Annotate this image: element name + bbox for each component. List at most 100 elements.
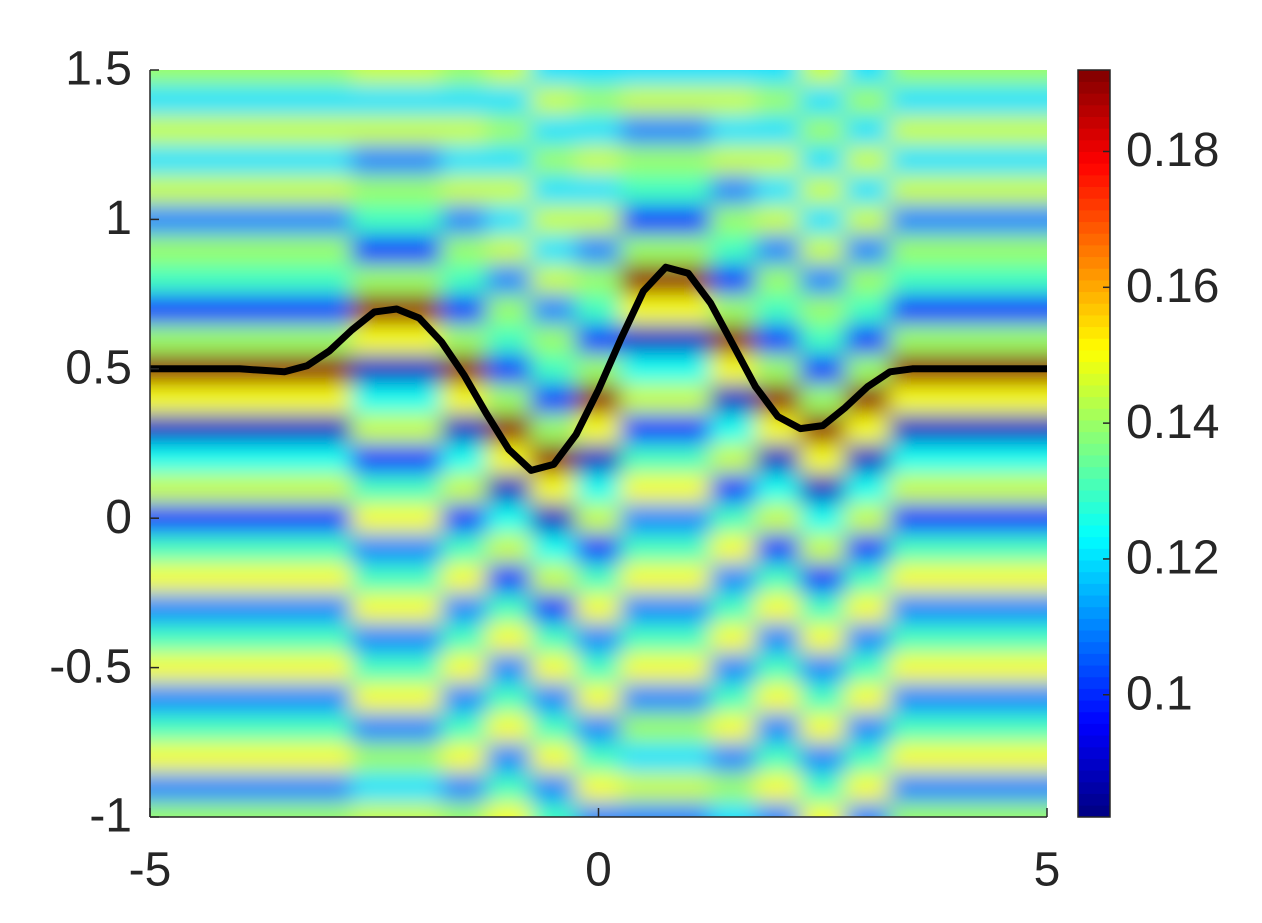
heat-cell — [261, 323, 308, 355]
colorbar-swatch — [1078, 128, 1110, 141]
heat-cell — [351, 562, 398, 594]
y-tick-label: 0 — [105, 491, 132, 544]
heat-cell — [530, 174, 577, 205]
heat-cell — [216, 144, 263, 176]
heat-cell — [441, 652, 487, 684]
heat-cell — [306, 682, 353, 713]
heat-cell — [216, 592, 263, 624]
heat-cell — [216, 203, 263, 235]
heat-cell — [261, 293, 308, 325]
heat-cell — [934, 443, 981, 474]
heat-cell — [979, 622, 1026, 654]
colorbar-swatch — [1078, 396, 1110, 409]
curve — [150, 263, 1047, 474]
colorbar-swatch — [1078, 466, 1110, 479]
heat-cell — [150, 144, 173, 176]
heat-cell — [1024, 562, 1047, 594]
heat-cell — [665, 771, 712, 803]
heat-cell — [261, 174, 308, 205]
heat-cell — [485, 801, 532, 817]
heat-cell — [979, 144, 1026, 176]
colorbar-swatch — [1078, 93, 1110, 106]
heat-cell — [754, 562, 801, 594]
heat-cell — [171, 233, 218, 265]
heat-cell — [754, 592, 801, 624]
heat-cell — [575, 682, 622, 713]
heat-cell — [351, 801, 398, 817]
heat-cell — [979, 114, 1026, 146]
heat-cell — [306, 652, 353, 684]
heat-cell — [575, 114, 622, 146]
heat-cell — [889, 562, 936, 594]
heat-cell — [485, 114, 532, 146]
heat-cell — [530, 741, 577, 773]
axes: -5 0 5 -1 -0.5 0 0.5 1 1.5 0.1 0.12 0.14 0.16 0.18 — [49, 43, 1219, 897]
heat-cell — [934, 682, 981, 713]
heat-cell — [934, 144, 981, 176]
heat-cell — [665, 682, 712, 713]
overlay — [150, 263, 1047, 474]
heat-cell — [216, 413, 263, 444]
heat-cell — [979, 323, 1026, 355]
heat-cell — [799, 592, 846, 624]
heat-cell — [934, 293, 981, 325]
heat-cell — [844, 472, 891, 504]
heat-cell — [306, 502, 353, 534]
heat-cell — [889, 472, 936, 504]
heat-cell — [575, 263, 622, 295]
heat-cell — [306, 84, 353, 116]
heat-cell — [844, 592, 891, 624]
heat-cell — [979, 413, 1026, 444]
heat-cell — [799, 622, 846, 654]
heat-cell — [1024, 174, 1047, 205]
heat-cell — [799, 174, 846, 205]
heat-cell — [171, 323, 218, 355]
heat-cell — [620, 562, 667, 594]
heat-cell — [485, 70, 532, 86]
heat-cell — [530, 801, 577, 817]
heat-cell — [979, 801, 1026, 817]
heat-cell — [889, 711, 936, 743]
heat-cell — [150, 263, 173, 295]
heat-cell — [934, 70, 981, 86]
colorbar-swatch — [1078, 770, 1110, 783]
heat-cell — [620, 771, 667, 803]
heat-cell — [799, 144, 846, 176]
heat-cell — [150, 383, 173, 415]
colorbar-swatch — [1078, 279, 1110, 293]
colorbar-swatch — [1078, 373, 1110, 386]
heat-cell — [441, 70, 487, 86]
heat-cell — [889, 741, 936, 773]
heat-cell — [1024, 801, 1047, 817]
heat-cell — [396, 801, 443, 817]
heat-cell — [754, 353, 801, 385]
heat-cell — [710, 801, 756, 817]
heat-cell — [1024, 114, 1047, 146]
heat-cell — [351, 502, 398, 534]
heat-cell — [665, 70, 712, 86]
heat-cell — [934, 771, 981, 803]
colorbar-swatch — [1078, 443, 1110, 456]
heat-cell — [844, 652, 891, 684]
heat-cell — [216, 562, 263, 594]
heat-cell — [620, 233, 667, 265]
heat-cell — [530, 472, 577, 504]
heat-cell — [620, 652, 667, 684]
heat-cell — [171, 263, 218, 295]
heat-cell — [530, 622, 577, 654]
colorbar-swatch — [1078, 431, 1110, 444]
colorbar-swatch — [1078, 606, 1110, 619]
heat-cell — [441, 203, 487, 235]
colorbar-swatch — [1078, 734, 1110, 748]
heat-cell — [1024, 771, 1047, 803]
heat-cell — [171, 70, 218, 86]
heat-cell — [575, 174, 622, 205]
heat-cell — [844, 144, 891, 176]
colorbar-swatch — [1078, 314, 1110, 328]
heat-cell — [620, 741, 667, 773]
heat-cell — [150, 413, 173, 444]
heat-cell — [530, 652, 577, 684]
heat-cell — [261, 84, 308, 116]
heat-cell — [306, 622, 353, 654]
heat-cell — [844, 84, 891, 116]
